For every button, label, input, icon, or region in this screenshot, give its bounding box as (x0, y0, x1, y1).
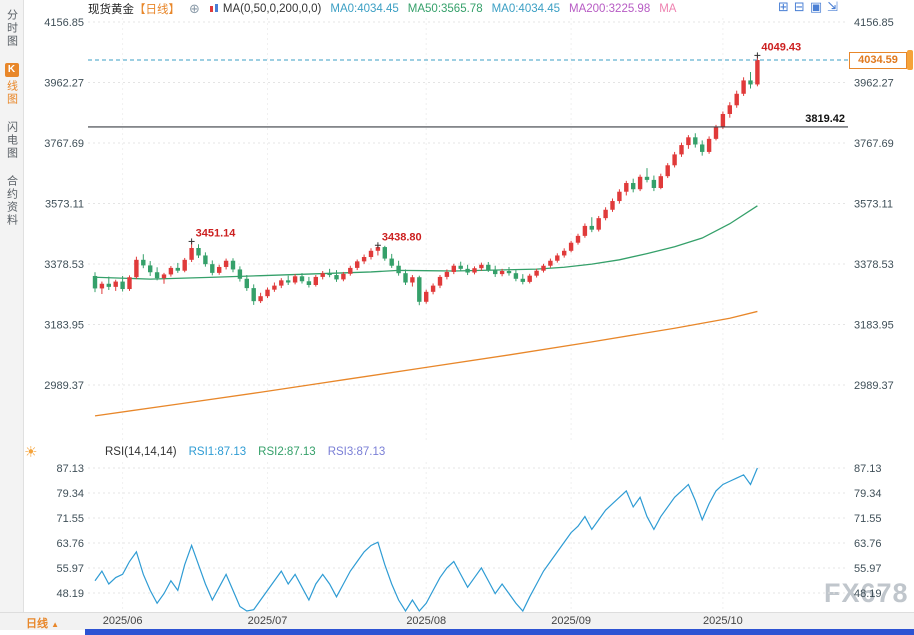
svg-text:3438.80: 3438.80 (382, 231, 422, 243)
svg-text:79.34: 79.34 (854, 488, 882, 500)
plus-circle-icon[interactable]: ⊕ (189, 0, 200, 16)
svg-text:63.76: 63.76 (56, 538, 84, 550)
ma0-legend: MA0:4034.45 (330, 2, 399, 15)
ma-legend-truncated: MA (659, 2, 677, 15)
svg-text:63.76: 63.76 (854, 538, 882, 550)
svg-text:79.34: 79.34 (56, 488, 84, 500)
timeframe-selector[interactable]: 日线 ▲ (26, 615, 59, 631)
bottom-axis-strip: 日线 ▲ (0, 612, 914, 630)
sidebar-tab-kline-chart[interactable]: K 线图 (4, 63, 19, 106)
svg-text:3819.42: 3819.42 (805, 113, 845, 125)
svg-text:4049.43: 4049.43 (761, 41, 801, 53)
split-layout-icon[interactable]: ⊟ (793, 0, 805, 14)
active-layout-icon[interactable]: ▣ (809, 0, 823, 14)
svg-text:3767.69: 3767.69 (44, 138, 84, 150)
rsi1-legend: RSI1:87.13 (188, 446, 247, 458)
sidebar-tab-time-chart[interactable]: 分时图 (5, 9, 18, 48)
svg-text:2989.37: 2989.37 (44, 380, 84, 392)
svg-text:71.55: 71.55 (56, 513, 84, 525)
svg-text:4156.85: 4156.85 (854, 17, 894, 29)
k-line-icon: K (4, 63, 19, 77)
instrument-title: 现货黄金 (88, 3, 134, 16)
expand-icon[interactable]: ⇲ (827, 0, 839, 14)
svg-text:3183.95: 3183.95 (854, 320, 894, 332)
axis-handle[interactable] (907, 50, 913, 70)
sidebar-tab-contract-info[interactable]: 合约资料 (5, 175, 18, 227)
svg-text:87.13: 87.13 (854, 463, 882, 475)
ma200-legend: MA200:3225.98 (569, 2, 651, 15)
timeframe-tag: 【日线】 (134, 3, 180, 16)
svg-text:4156.85: 4156.85 (44, 17, 84, 29)
layout-toolbar: ⊞ ⊟ ▣ ⇲ (778, 0, 838, 14)
triangle-up-icon: ▲ (51, 620, 59, 629)
svg-text:2989.37: 2989.37 (854, 380, 894, 392)
svg-text:87.13: 87.13 (56, 463, 84, 475)
rsi2-legend: RSI2:87.13 (258, 446, 316, 458)
timeframe-label: 日线 (26, 618, 48, 630)
svg-text:3573.11: 3573.11 (854, 199, 893, 211)
svg-text:3573.11: 3573.11 (45, 199, 84, 211)
svg-text:3962.27: 3962.27 (44, 78, 84, 90)
candlestick-icon (209, 3, 220, 15)
rsi-settings-label: RSI(14,14,14) (105, 446, 177, 458)
sun-icon[interactable]: ☀ (24, 444, 38, 461)
svg-text:3962.27: 3962.27 (854, 78, 894, 90)
sidebar: 分时图 K 线图 闪电图 合约资料 (0, 0, 24, 612)
chart-scrollbar[interactable] (85, 629, 914, 635)
svg-text:48.19: 48.19 (56, 588, 84, 600)
svg-text:3378.53: 3378.53 (854, 259, 894, 271)
rsi-header: RSI(14,14,14) RSI1:87.13 RSI2:87.13 RSI3… (105, 446, 385, 458)
chart-header: 现货黄金 【日线】 ⊕ MA(0,50,0,200,0,0) MA0:4034.… (88, 1, 676, 16)
svg-text:3451.14: 3451.14 (196, 227, 237, 239)
svg-text:3378.53: 3378.53 (44, 259, 84, 271)
ma-settings-label: MA(0,50,0,200,0,0) (222, 2, 322, 15)
svg-text:55.97: 55.97 (854, 563, 882, 575)
svg-text:71.55: 71.55 (854, 513, 882, 525)
ma0-legend-2: MA0:4034.45 (491, 2, 561, 15)
svg-text:3767.69: 3767.69 (854, 138, 894, 150)
sidebar-tab-lightning-chart[interactable]: 闪电图 (5, 121, 18, 160)
rsi3-legend: RSI3:87.13 (327, 446, 386, 458)
svg-text:55.97: 55.97 (56, 563, 84, 575)
watermark: FX678 (824, 578, 909, 608)
ma50-legend: MA50:3565.78 (407, 2, 483, 15)
svg-text:3183.95: 3183.95 (44, 320, 84, 332)
grid-layout-icon[interactable]: ⊞ (778, 0, 789, 14)
last-price-label: 4034.59 (849, 52, 907, 69)
